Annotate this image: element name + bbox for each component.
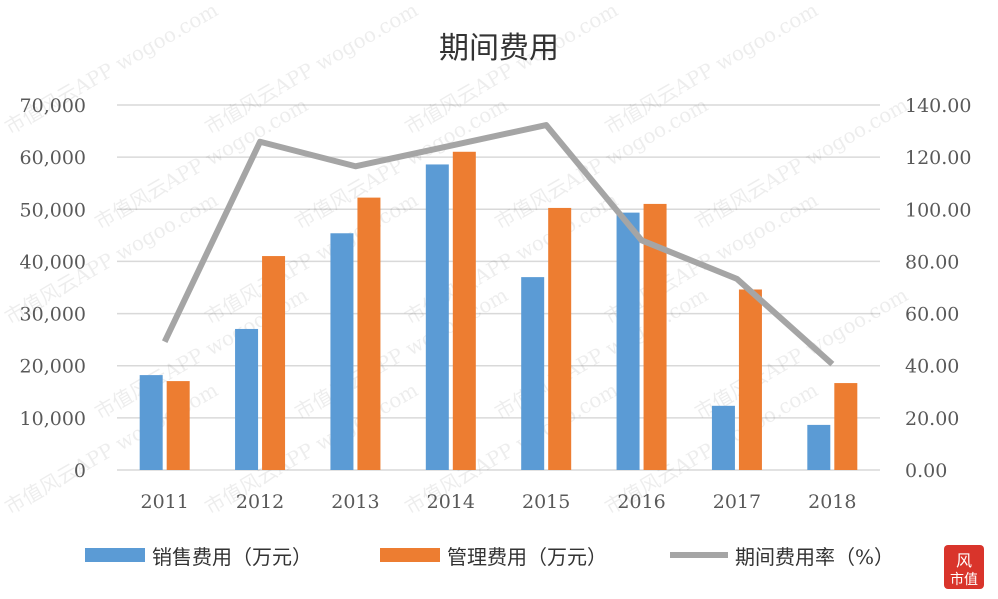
bar-admin <box>834 383 858 470</box>
left-axis-ticks: 0 10,000 20,000 30,000 40,000 50,000 60,000 70,… <box>20 95 86 482</box>
watermark-text: 市值风云APP wogoo.com <box>601 0 823 139</box>
bar-sales <box>807 424 831 470</box>
left-tick-label: 20,000 <box>20 356 86 378</box>
bar-sales <box>330 233 354 470</box>
bar-admin <box>548 207 572 470</box>
bar-sales <box>425 164 449 470</box>
bar-sales <box>616 212 640 470</box>
svg-text:风: 风 <box>956 551 972 570</box>
rate-line <box>161 122 835 367</box>
x-tick-label: 2016 <box>617 491 665 513</box>
legend-swatch-sales <box>85 548 145 562</box>
legend: 销售费用（万元） 管理费用（万元） 期间费用率（%） <box>85 545 894 569</box>
right-tick-label: 80.00 <box>905 251 959 273</box>
bar-sales <box>521 277 545 470</box>
left-tick-label: 40,000 <box>20 251 86 273</box>
bars <box>139 151 858 471</box>
legend-label-rate: 期间费用率（%） <box>735 545 894 569</box>
bar-admin <box>643 203 667 471</box>
legend-swatch-admin <box>380 548 440 562</box>
right-tick-label: 120.00 <box>905 147 971 169</box>
x-tick-label: 2011 <box>141 491 189 513</box>
x-tick-label: 2014 <box>427 491 475 513</box>
bar-admin <box>166 381 190 470</box>
right-tick-label: 100.00 <box>905 199 971 221</box>
x-axis-ticks: 2011 2012 2013 2014 2015 2016 2017 2018 <box>141 491 857 513</box>
left-tick-label: 50,000 <box>20 199 86 221</box>
x-tick-label: 2018 <box>808 491 856 513</box>
bar-admin <box>357 197 381 470</box>
left-tick-label: 60,000 <box>20 147 86 169</box>
rate-line-path <box>161 122 835 367</box>
x-tick-label: 2017 <box>713 491 761 513</box>
bar-sales <box>235 328 259 470</box>
watermark-text: 市值风云APP wogoo.com <box>201 0 423 139</box>
right-tick-label: 0.00 <box>905 460 947 482</box>
bar-sales <box>139 375 163 470</box>
legend-label-admin: 管理费用（万元） <box>447 545 607 569</box>
watermark-text: 市值风云APP wogoo.com <box>401 0 623 139</box>
x-tick-label: 2015 <box>522 491 570 513</box>
right-tick-label: 60.00 <box>905 304 959 326</box>
right-axis-ticks: 0.00 20.00 40.00 60.00 80.00 100.00 120.00 140.… <box>905 95 971 482</box>
left-tick-label: 10,000 <box>20 408 86 430</box>
right-tick-label: 140.00 <box>905 95 971 117</box>
bar-admin <box>262 256 286 470</box>
bar-sales <box>711 405 735 470</box>
logo: 风 市值 <box>944 545 984 589</box>
legend-label-sales: 销售费用（万元） <box>152 545 312 569</box>
x-tick-label: 2013 <box>331 491 379 513</box>
watermark-text: 市值风云APP wogoo.com <box>1 0 223 139</box>
left-tick-label: 30,000 <box>20 304 86 326</box>
right-tick-label: 20.00 <box>905 408 959 430</box>
right-tick-label: 40.00 <box>905 356 959 378</box>
bar-admin <box>452 151 476 470</box>
svg-text:市值: 市值 <box>950 571 978 588</box>
bar-admin <box>738 289 762 470</box>
left-tick-label: 0 <box>74 460 86 482</box>
left-tick-label: 70,000 <box>20 95 86 117</box>
chart-title: 期间费用 <box>439 31 559 66</box>
x-tick-label: 2012 <box>236 491 284 513</box>
